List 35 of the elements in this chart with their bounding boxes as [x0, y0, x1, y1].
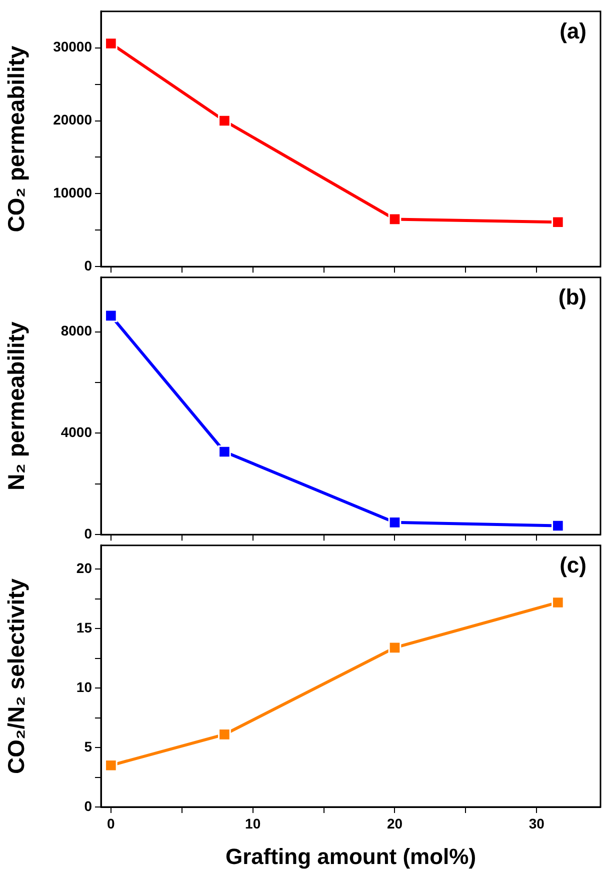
- x-tick-label: 0: [107, 815, 116, 832]
- point: [552, 519, 564, 532]
- point: [552, 596, 564, 609]
- point: [218, 114, 231, 128]
- y-tick-label: 15: [76, 619, 92, 636]
- x-tick-label: 30: [528, 815, 545, 832]
- point: [552, 216, 564, 229]
- x-tick-label: 10: [245, 815, 261, 832]
- annotation: (b): [558, 284, 586, 310]
- point: [104, 37, 118, 50]
- point: [104, 758, 118, 772]
- x-tick-label: 20: [386, 815, 403, 832]
- y-tick-label: 10: [76, 678, 92, 695]
- y-tick-label: 20: [76, 560, 92, 576]
- y-axis-title: CO₂/N₂ selectivity: [3, 578, 30, 774]
- point: [388, 516, 402, 529]
- y-axis-title: CO₂ permeability: [3, 45, 30, 232]
- y-axis-title: N₂ permeability: [3, 321, 30, 490]
- y-tick-label: 4000: [60, 424, 92, 440]
- y-tick-label: 20000: [53, 112, 92, 128]
- y-tick-label: 0: [84, 257, 92, 274]
- annotation: (a): [560, 18, 586, 44]
- point: [104, 309, 118, 322]
- x-axis-title: Grafting amount (mol%): [225, 844, 476, 869]
- y-tick-label: 10000: [53, 184, 92, 201]
- point: [388, 641, 402, 654]
- annotation: (c): [560, 552, 586, 578]
- y-tick-label: 0: [84, 798, 92, 814]
- point: [218, 728, 231, 741]
- point: [388, 212, 402, 226]
- y-tick-label: 0: [84, 525, 92, 542]
- point: [218, 445, 231, 458]
- y-tick-label: 5: [84, 738, 92, 754]
- y-tick-label: 30000: [53, 38, 92, 55]
- y-tick-label: 8000: [60, 322, 92, 339]
